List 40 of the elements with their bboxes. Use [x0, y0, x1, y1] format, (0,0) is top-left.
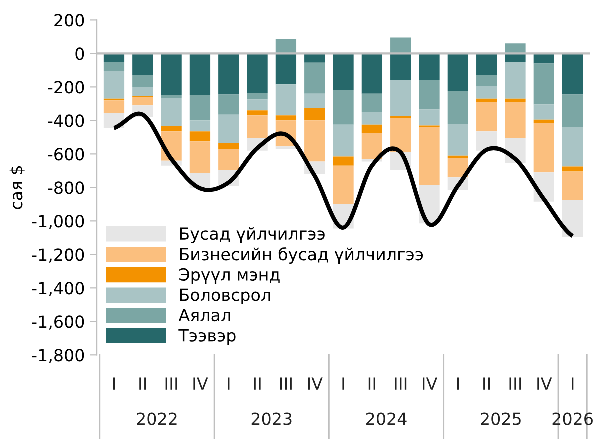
legend-label: Эрүүл мэнд: [180, 268, 280, 284]
x-tick-label: III: [280, 378, 292, 390]
x-tick-label: IV: [422, 378, 438, 390]
y-tick-label: -1,400: [32, 282, 84, 296]
text: 2022: [137, 412, 177, 426]
y-tick-label: -1,000: [32, 215, 84, 230]
x-tick-label: I: [457, 378, 459, 390]
y-tick-label: 0: [76, 48, 84, 60]
x-tick-label: II: [254, 378, 261, 390]
y-tick-label: -1,600: [32, 316, 84, 330]
y-axis-title: сая $: [10, 166, 25, 210]
text: 2025: [481, 412, 521, 426]
y-tick-label: -1,800: [32, 349, 84, 364]
text: 2023: [252, 412, 292, 426]
x-tick-label: II: [368, 378, 376, 390]
y-tick-label: -600: [48, 148, 84, 161]
y-tick-label: -1,200: [32, 248, 84, 263]
x-tick-label: IV: [308, 378, 323, 390]
legend-label: Боловсрол: [180, 288, 270, 305]
x-tick-label: IV: [538, 378, 552, 390]
legend-label: Бусад үйлчилгээ: [180, 227, 325, 244]
y-tick-label: 200: [54, 14, 84, 27]
y-tick-label: -200: [48, 81, 84, 94]
text: 2024: [366, 412, 407, 426]
x-tick-label: I: [572, 378, 574, 390]
x-tick-label: I: [228, 378, 230, 390]
text: 2026: [552, 412, 593, 426]
x-tick-label: III: [510, 378, 522, 390]
x-tick-label: III: [395, 378, 407, 390]
x-tick-label: III: [166, 378, 178, 390]
x-tick-label: I: [342, 378, 344, 390]
legend-label: Бизнесийн бусад үйлчилгээ: [180, 248, 424, 264]
x-tick-label: II: [484, 378, 490, 390]
x-tick-label: II: [140, 378, 146, 390]
legend-label: Аялал: [178, 309, 230, 322]
y-tick-label: -800: [48, 182, 84, 194]
x-tick-label: I: [113, 378, 116, 390]
x-tick-label: IV: [194, 378, 208, 390]
legend-label: Тээвэр: [178, 330, 236, 346]
y-tick-label: -400: [48, 114, 84, 128]
